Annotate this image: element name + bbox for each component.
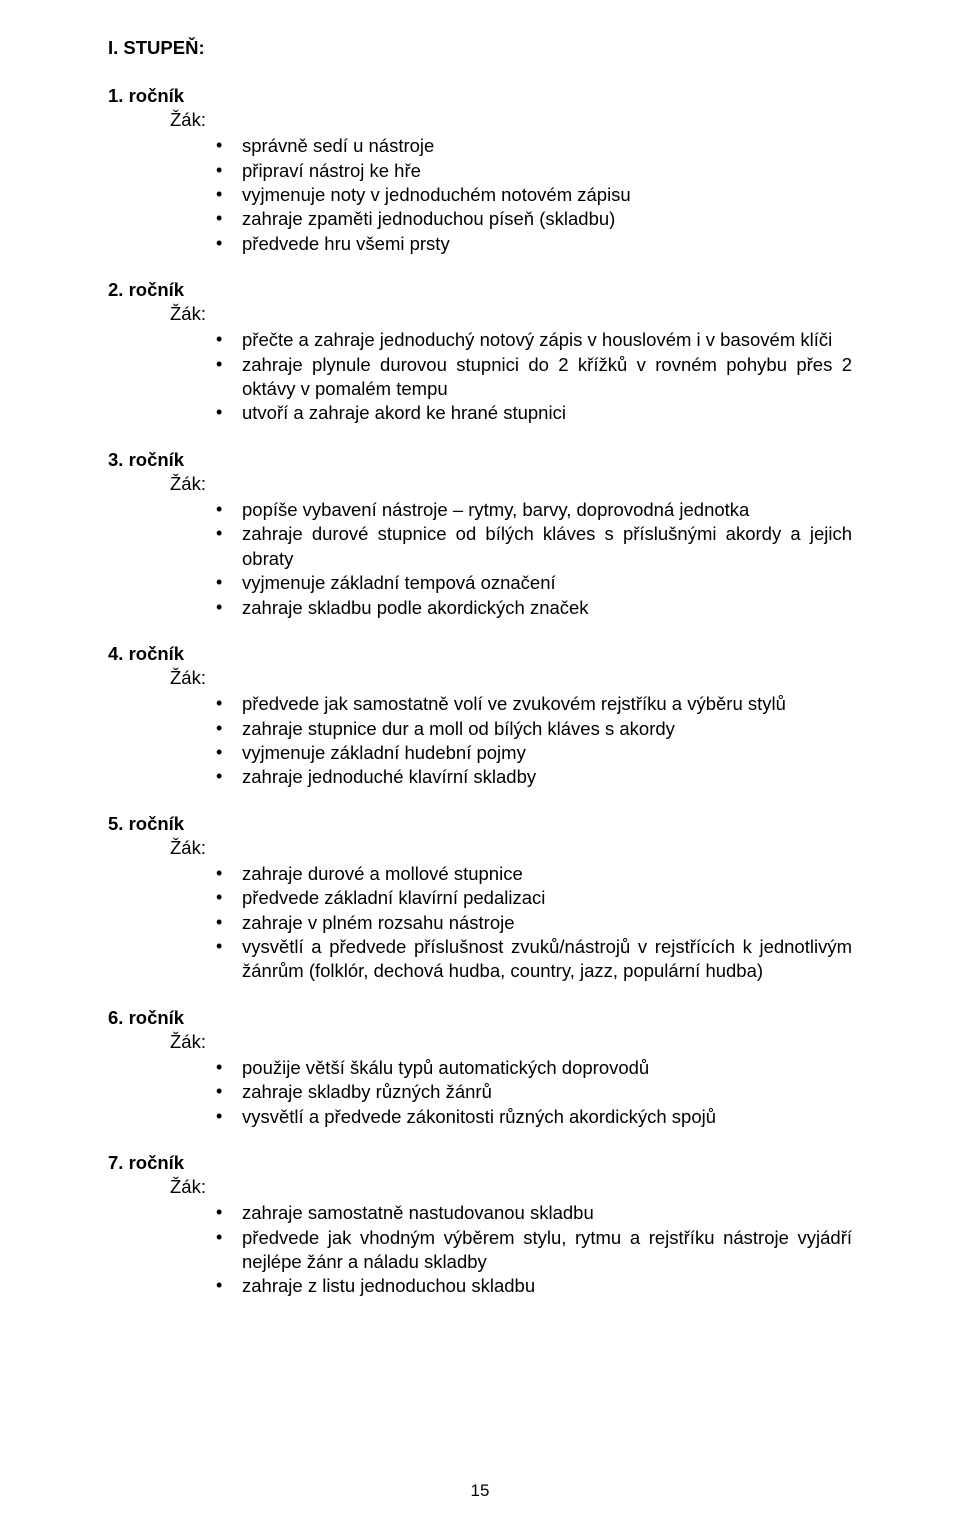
section-label: 2. ročník <box>108 278 852 302</box>
list-item: zahraje plynule durovou stupnici do 2 kř… <box>242 353 852 402</box>
zak-label: Žák: <box>170 472 852 496</box>
page-heading: I. STUPEŇ: <box>108 36 852 60</box>
list-item: popíše vybavení nástroje – rytmy, barvy,… <box>242 498 852 522</box>
list-item: vyjmenuje noty v jednoduchém notovém záp… <box>242 183 852 207</box>
zak-label: Žák: <box>170 836 852 860</box>
section-label: 5. ročník <box>108 812 852 836</box>
bullet-list: přečte a zahraje jednoduchý notový zápis… <box>108 328 852 426</box>
zak-label: Žák: <box>170 108 852 132</box>
list-item: zahraje durové stupnice od bílých kláves… <box>242 522 852 571</box>
list-item: správně sedí u nástroje <box>242 134 852 158</box>
bullet-list: správně sedí u nástrojepřipraví nástroj … <box>108 134 852 256</box>
list-item: zahraje skladby různých žánrů <box>242 1080 852 1104</box>
section-label: 1. ročník <box>108 84 852 108</box>
list-item: vyjmenuje základní tempová označení <box>242 571 852 595</box>
bullet-list: použije větší škálu typů automatických d… <box>108 1056 852 1129</box>
list-item: vysvětlí a předvede zákonitosti různých … <box>242 1105 852 1129</box>
bullet-list: zahraje samostatně nastudovanou skladbup… <box>108 1201 852 1299</box>
list-item: předvede hru všemi prsty <box>242 232 852 256</box>
list-item: zahraje skladbu podle akordických značek <box>242 596 852 620</box>
zak-label: Žák: <box>170 302 852 326</box>
list-item: zahraje zpaměti jednoduchou píseň (sklad… <box>242 207 852 231</box>
page-number: 15 <box>0 1481 960 1501</box>
document-page: I. STUPEŇ: 1. ročníkŽák:správně sedí u n… <box>0 0 960 1529</box>
sections-container: 1. ročníkŽák:správně sedí u nástrojepřip… <box>108 84 852 1299</box>
zak-label: Žák: <box>170 1030 852 1054</box>
list-item: utvoří a zahraje akord ke hrané stupnici <box>242 401 852 425</box>
section-label: 7. ročník <box>108 1151 852 1175</box>
list-item: předvede jak vhodným výběrem stylu, rytm… <box>242 1226 852 1275</box>
list-item: zahraje durové a mollové stupnice <box>242 862 852 886</box>
list-item: zahraje z listu jednoduchou skladbu <box>242 1274 852 1298</box>
list-item: použije větší škálu typů automatických d… <box>242 1056 852 1080</box>
list-item: předvede jak samostatně volí ve zvukovém… <box>242 692 852 716</box>
section-label: 3. ročník <box>108 448 852 472</box>
list-item: předvede základní klavírní pedalizaci <box>242 886 852 910</box>
bullet-list: popíše vybavení nástroje – rytmy, barvy,… <box>108 498 852 620</box>
list-item: zahraje v plném rozsahu nástroje <box>242 911 852 935</box>
list-item: zahraje jednoduché klavírní skladby <box>242 765 852 789</box>
list-item: zahraje samostatně nastudovanou skladbu <box>242 1201 852 1225</box>
zak-label: Žák: <box>170 1175 852 1199</box>
list-item: vyjmenuje základní hudební pojmy <box>242 741 852 765</box>
list-item: vysvětlí a předvede příslušnost zvuků/ná… <box>242 935 852 984</box>
zak-label: Žák: <box>170 666 852 690</box>
bullet-list: zahraje durové a mollové stupnicepředved… <box>108 862 852 984</box>
bullet-list: předvede jak samostatně volí ve zvukovém… <box>108 692 852 790</box>
section-label: 4. ročník <box>108 642 852 666</box>
section-label: 6. ročník <box>108 1006 852 1030</box>
list-item: přečte a zahraje jednoduchý notový zápis… <box>242 328 852 352</box>
list-item: připraví nástroj ke hře <box>242 159 852 183</box>
list-item: zahraje stupnice dur a moll od bílých kl… <box>242 717 852 741</box>
